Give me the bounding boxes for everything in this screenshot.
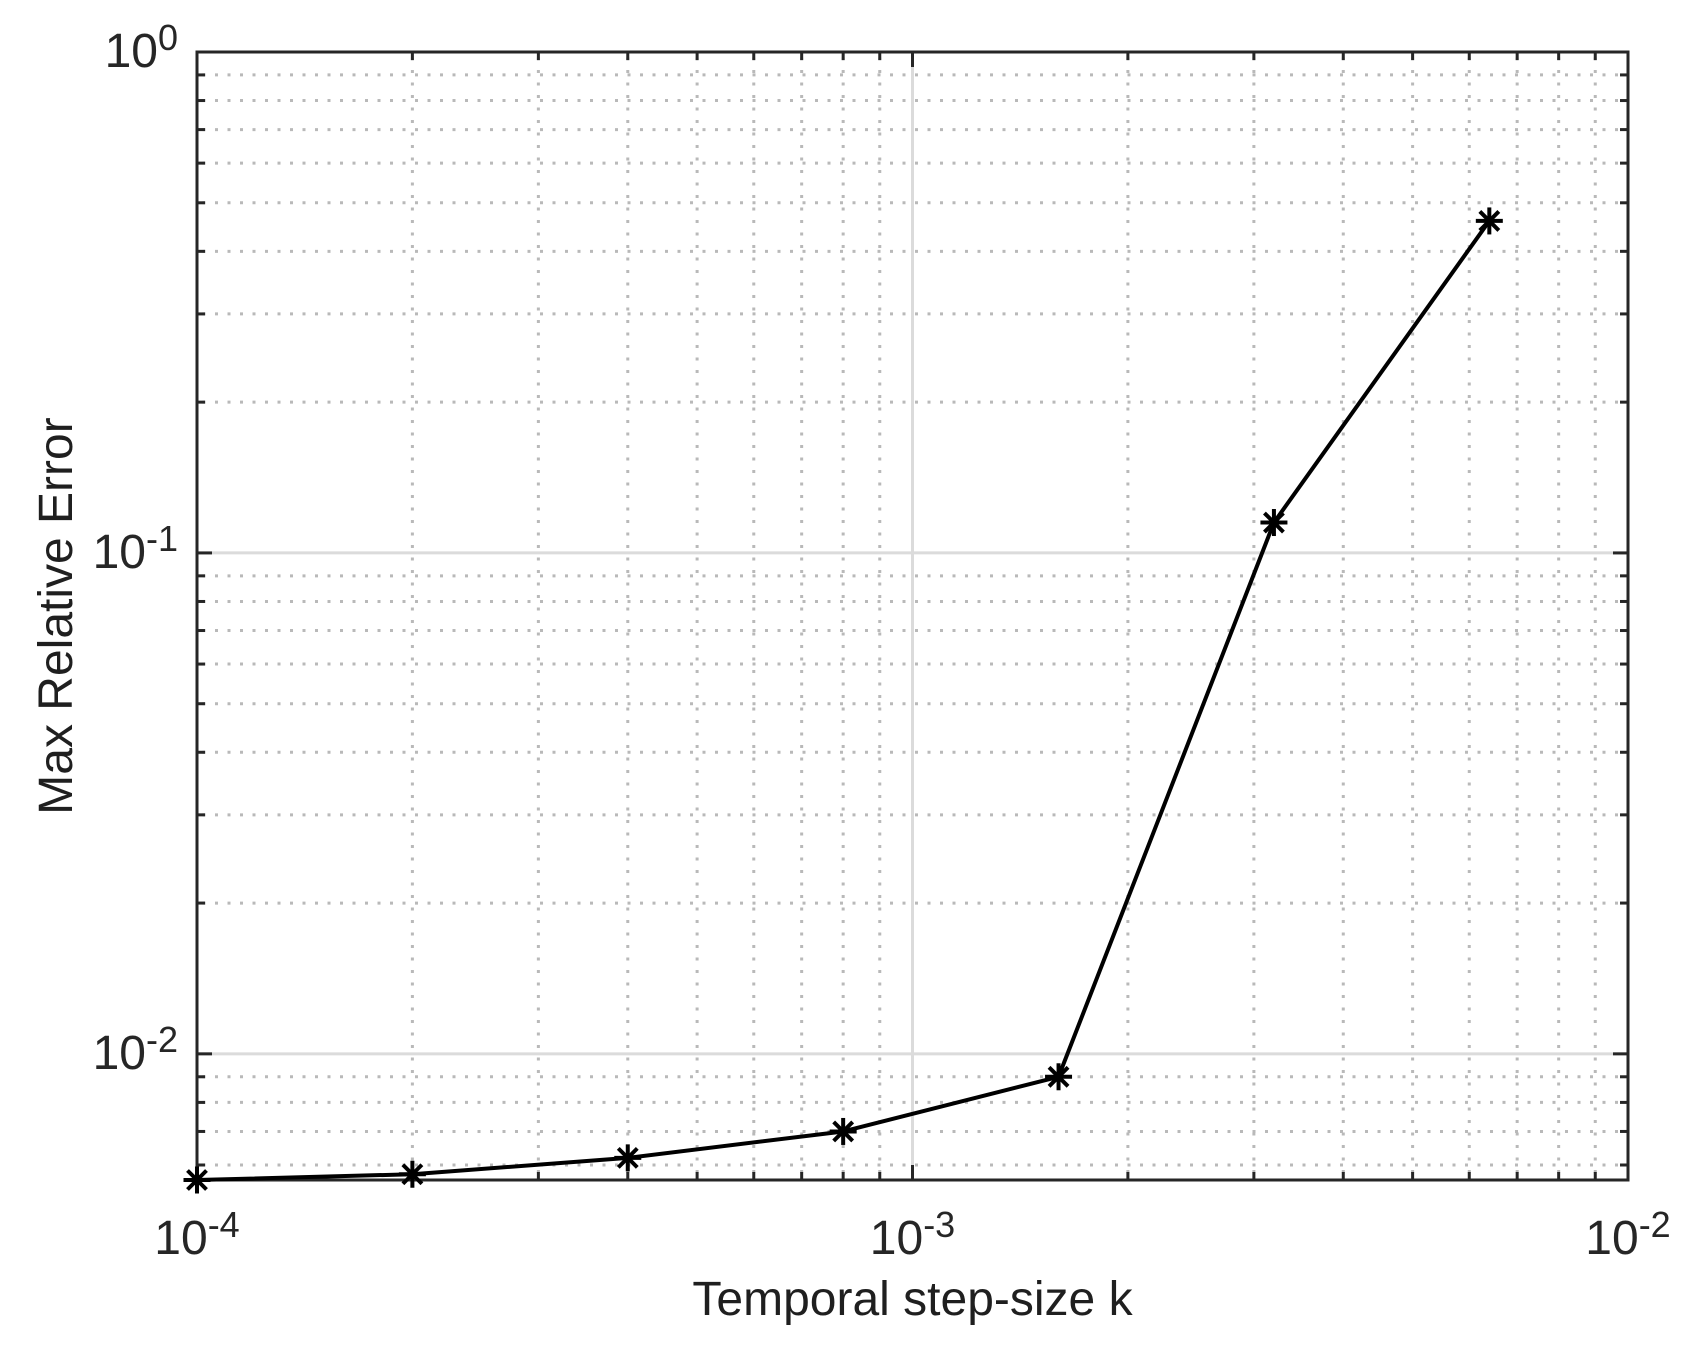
- data-point-marker: [829, 1117, 857, 1145]
- x-tick-label: 10-3: [793, 1204, 1033, 1266]
- data-point-marker: [1045, 1063, 1073, 1091]
- tick-label-mantissa: 10: [104, 25, 158, 78]
- tick-label-exponent: -1: [145, 517, 178, 559]
- y-tick-label: 100: [0, 17, 178, 79]
- tick-label-mantissa: 10: [154, 1212, 208, 1265]
- x-axis-label: Temporal step-size k: [692, 1273, 1133, 1326]
- data-point-marker: [183, 1166, 211, 1194]
- tick-label-mantissa: 10: [1585, 1212, 1639, 1265]
- data-point-marker: [1475, 207, 1503, 235]
- tick-label-exponent: -2: [1638, 1204, 1671, 1245]
- tick-label-mantissa: 10: [92, 525, 146, 579]
- tick-label-mantissa: 10: [869, 1212, 924, 1265]
- data-line: [196, 219, 1491, 1182]
- x-tick-label: 10-2: [1508, 1204, 1694, 1266]
- y-axis-label: Max Relative Error: [30, 417, 83, 815]
- y-tick-label: 10-1: [0, 518, 178, 580]
- tick-label-exponent: -4: [207, 1204, 240, 1245]
- tick-label-exponent: -3: [923, 1204, 956, 1245]
- tick-label-exponent: 0: [157, 17, 178, 58]
- tick-label-exponent: -2: [145, 1018, 178, 1060]
- data-point-marker: [614, 1144, 642, 1172]
- data-point-marker: [1260, 509, 1288, 537]
- tick-label-mantissa: 10: [92, 1026, 146, 1080]
- data-point-marker: [398, 1160, 426, 1188]
- y-tick-label: 10-2: [0, 1019, 178, 1081]
- x-tick-label: 10-4: [77, 1204, 317, 1266]
